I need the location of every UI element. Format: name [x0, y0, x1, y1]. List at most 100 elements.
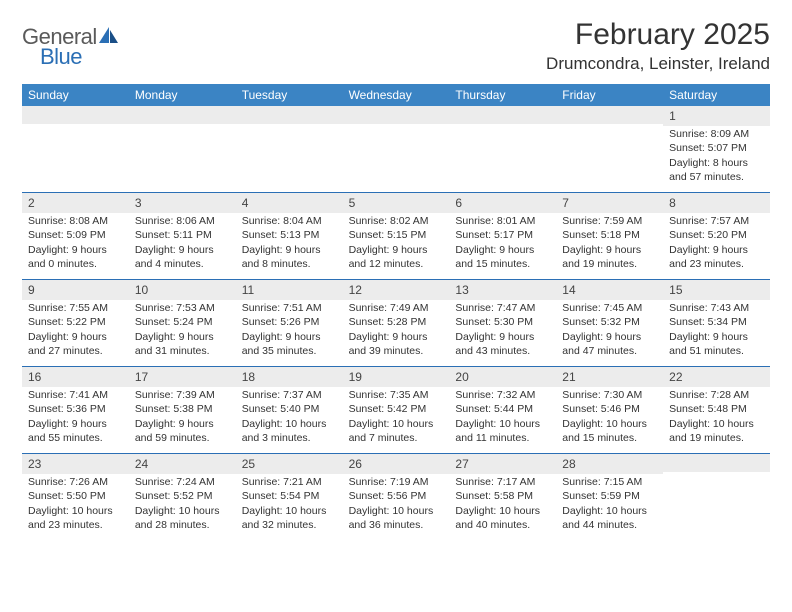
sunrise-text: Sunrise: 8:02 AM — [349, 214, 444, 228]
sunrise-text: Sunrise: 7:43 AM — [669, 301, 764, 315]
daylight-text-2: and 31 minutes. — [135, 344, 230, 358]
daylight-text-1: Daylight: 9 hours — [28, 417, 123, 431]
day-number: 21 — [556, 367, 663, 387]
day-cell: 14Sunrise: 7:45 AMSunset: 5:32 PMDayligh… — [556, 280, 663, 366]
weekday-header: Thursday — [449, 84, 556, 106]
sunrise-text: Sunrise: 7:28 AM — [669, 388, 764, 402]
daylight-text-1: Daylight: 9 hours — [28, 243, 123, 257]
day-body: Sunrise: 8:08 AMSunset: 5:09 PMDaylight:… — [22, 213, 129, 275]
daylight-text-2: and 12 minutes. — [349, 257, 444, 271]
sunset-text: Sunset: 5:40 PM — [242, 402, 337, 416]
daylight-text-1: Daylight: 10 hours — [562, 417, 657, 431]
sunrise-text: Sunrise: 7:17 AM — [455, 475, 550, 489]
day-cell: 2Sunrise: 8:08 AMSunset: 5:09 PMDaylight… — [22, 193, 129, 279]
daylight-text-1: Daylight: 10 hours — [562, 504, 657, 518]
daylight-text-1: Daylight: 10 hours — [669, 417, 764, 431]
day-cell — [129, 106, 236, 192]
day-body — [343, 124, 450, 129]
sunset-text: Sunset: 5:48 PM — [669, 402, 764, 416]
day-body: Sunrise: 8:02 AMSunset: 5:15 PMDaylight:… — [343, 213, 450, 275]
day-cell: 11Sunrise: 7:51 AMSunset: 5:26 PMDayligh… — [236, 280, 343, 366]
day-cell: 6Sunrise: 8:01 AMSunset: 5:17 PMDaylight… — [449, 193, 556, 279]
day-number: 3 — [129, 193, 236, 213]
day-cell: 19Sunrise: 7:35 AMSunset: 5:42 PMDayligh… — [343, 367, 450, 453]
day-number: 20 — [449, 367, 556, 387]
daylight-text-2: and 43 minutes. — [455, 344, 550, 358]
daylight-text-2: and 47 minutes. — [562, 344, 657, 358]
day-cell: 26Sunrise: 7:19 AMSunset: 5:56 PMDayligh… — [343, 454, 450, 540]
sunrise-text: Sunrise: 8:08 AM — [28, 214, 123, 228]
daylight-text-1: Daylight: 9 hours — [135, 243, 230, 257]
day-number: 10 — [129, 280, 236, 300]
day-body: Sunrise: 8:01 AMSunset: 5:17 PMDaylight:… — [449, 213, 556, 275]
sunrise-text: Sunrise: 7:45 AM — [562, 301, 657, 315]
sunrise-text: Sunrise: 7:53 AM — [135, 301, 230, 315]
day-number — [449, 106, 556, 124]
sunrise-text: Sunrise: 7:15 AM — [562, 475, 657, 489]
day-cell: 12Sunrise: 7:49 AMSunset: 5:28 PMDayligh… — [343, 280, 450, 366]
day-number: 26 — [343, 454, 450, 474]
sunrise-text: Sunrise: 7:51 AM — [242, 301, 337, 315]
day-cell: 28Sunrise: 7:15 AMSunset: 5:59 PMDayligh… — [556, 454, 663, 540]
brand-logo: General Blue — [22, 24, 120, 70]
week-row: 2Sunrise: 8:08 AMSunset: 5:09 PMDaylight… — [22, 193, 770, 280]
day-cell: 27Sunrise: 7:17 AMSunset: 5:58 PMDayligh… — [449, 454, 556, 540]
sunset-text: Sunset: 5:46 PM — [562, 402, 657, 416]
sunset-text: Sunset: 5:50 PM — [28, 489, 123, 503]
day-body: Sunrise: 7:21 AMSunset: 5:54 PMDaylight:… — [236, 474, 343, 536]
sunrise-text: Sunrise: 7:55 AM — [28, 301, 123, 315]
sunrise-text: Sunrise: 7:39 AM — [135, 388, 230, 402]
daylight-text-2: and 19 minutes. — [669, 431, 764, 445]
sunset-text: Sunset: 5:09 PM — [28, 228, 123, 242]
day-number: 24 — [129, 454, 236, 474]
sunrise-text: Sunrise: 7:24 AM — [135, 475, 230, 489]
day-body — [556, 124, 663, 129]
day-number: 11 — [236, 280, 343, 300]
daylight-text-2: and 44 minutes. — [562, 518, 657, 532]
week-row: 9Sunrise: 7:55 AMSunset: 5:22 PMDaylight… — [22, 280, 770, 367]
day-number: 1 — [663, 106, 770, 126]
day-body: Sunrise: 7:51 AMSunset: 5:26 PMDaylight:… — [236, 300, 343, 362]
sunrise-text: Sunrise: 7:57 AM — [669, 214, 764, 228]
daylight-text-2: and 27 minutes. — [28, 344, 123, 358]
weekday-header-row: Sunday Monday Tuesday Wednesday Thursday… — [22, 84, 770, 106]
day-number: 4 — [236, 193, 343, 213]
day-number: 12 — [343, 280, 450, 300]
daylight-text-2: and 35 minutes. — [242, 344, 337, 358]
day-number: 19 — [343, 367, 450, 387]
location-subtitle: Drumcondra, Leinster, Ireland — [546, 54, 770, 74]
sunrise-text: Sunrise: 7:41 AM — [28, 388, 123, 402]
sunrise-text: Sunrise: 7:37 AM — [242, 388, 337, 402]
day-body: Sunrise: 7:47 AMSunset: 5:30 PMDaylight:… — [449, 300, 556, 362]
day-cell: 1Sunrise: 8:09 AMSunset: 5:07 PMDaylight… — [663, 106, 770, 192]
day-cell — [556, 106, 663, 192]
daylight-text-2: and 40 minutes. — [455, 518, 550, 532]
sunset-text: Sunset: 5:15 PM — [349, 228, 444, 242]
sunset-text: Sunset: 5:34 PM — [669, 315, 764, 329]
day-body — [129, 124, 236, 129]
day-body: Sunrise: 7:15 AMSunset: 5:59 PMDaylight:… — [556, 474, 663, 536]
daylight-text-2: and 23 minutes. — [28, 518, 123, 532]
day-cell: 18Sunrise: 7:37 AMSunset: 5:40 PMDayligh… — [236, 367, 343, 453]
calendar: Sunday Monday Tuesday Wednesday Thursday… — [22, 84, 770, 540]
sunset-text: Sunset: 5:18 PM — [562, 228, 657, 242]
day-cell: 21Sunrise: 7:30 AMSunset: 5:46 PMDayligh… — [556, 367, 663, 453]
sunset-text: Sunset: 5:24 PM — [135, 315, 230, 329]
day-cell: 4Sunrise: 8:04 AMSunset: 5:13 PMDaylight… — [236, 193, 343, 279]
sunset-text: Sunset: 5:32 PM — [562, 315, 657, 329]
sunrise-text: Sunrise: 7:59 AM — [562, 214, 657, 228]
day-number: 14 — [556, 280, 663, 300]
sunset-text: Sunset: 5:56 PM — [349, 489, 444, 503]
day-body: Sunrise: 7:53 AMSunset: 5:24 PMDaylight:… — [129, 300, 236, 362]
day-number: 27 — [449, 454, 556, 474]
daylight-text-1: Daylight: 8 hours — [669, 156, 764, 170]
day-body: Sunrise: 7:37 AMSunset: 5:40 PMDaylight:… — [236, 387, 343, 449]
day-cell: 16Sunrise: 7:41 AMSunset: 5:36 PMDayligh… — [22, 367, 129, 453]
day-cell — [236, 106, 343, 192]
daylight-text-1: Daylight: 9 hours — [135, 330, 230, 344]
day-number: 25 — [236, 454, 343, 474]
weekday-header: Monday — [129, 84, 236, 106]
day-cell: 25Sunrise: 7:21 AMSunset: 5:54 PMDayligh… — [236, 454, 343, 540]
day-body: Sunrise: 7:43 AMSunset: 5:34 PMDaylight:… — [663, 300, 770, 362]
daylight-text-1: Daylight: 9 hours — [349, 243, 444, 257]
